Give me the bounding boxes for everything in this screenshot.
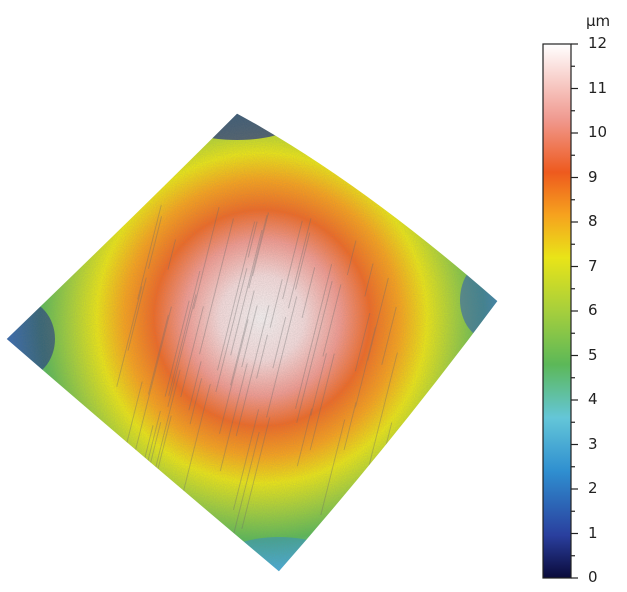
surface-scratch <box>151 369 181 484</box>
colorbar-tick-label: 6 <box>588 301 598 319</box>
colorbar-tick-label: 2 <box>588 479 598 497</box>
colorbar <box>542 43 578 579</box>
colorbar-tick-label: 12 <box>588 34 608 52</box>
surface-scratch <box>193 206 220 310</box>
surface-scratch <box>164 300 190 397</box>
surface-scratch <box>241 417 271 530</box>
surface-scratch <box>256 334 268 379</box>
surface-scratch <box>269 279 283 328</box>
surface-scratch <box>241 305 258 368</box>
surface-scratch <box>219 363 248 472</box>
surface-scratch <box>296 408 313 467</box>
surface-scratch <box>252 212 269 277</box>
colorbar-tick-label: 8 <box>588 212 598 230</box>
colorbar-tick-label: 0 <box>588 568 598 586</box>
surface-scratch <box>364 352 398 483</box>
colorbar-tick-label: 1 <box>588 523 598 542</box>
surface-scratch <box>295 263 333 409</box>
colorbar-tick-label: 11 <box>588 78 608 97</box>
surface-scratch <box>235 305 270 437</box>
surface-scratch <box>301 267 316 318</box>
surface-scratch <box>189 378 203 425</box>
colorbar-tick-label: 5 <box>588 345 598 364</box>
surface-scratch <box>167 239 177 270</box>
colorbar-tick-label: 10 <box>588 123 608 141</box>
surface-scratch <box>282 220 303 300</box>
surface-scratch <box>199 218 234 355</box>
surface-map <box>5 112 499 573</box>
colorbar-unit-label: µm <box>586 12 611 30</box>
surface-scratch <box>127 277 147 351</box>
surface-scratch <box>367 277 389 361</box>
colorbar-tick-label: 3 <box>588 434 598 453</box>
colorbar-gradient <box>542 43 572 579</box>
surface-scratch <box>310 353 327 416</box>
surface-scratch <box>230 229 263 356</box>
surface-scratch <box>215 268 248 393</box>
surface-scratch <box>233 409 260 510</box>
surface-scratch <box>266 296 298 418</box>
surface-scratch <box>343 402 357 450</box>
surface-scratch <box>346 240 357 276</box>
surface-scratch <box>248 215 268 289</box>
surface-scratch <box>137 204 162 300</box>
surface-scratch <box>116 286 143 387</box>
surface-scratch <box>230 290 255 386</box>
colorbar-tick-label: 4 <box>588 390 598 408</box>
surface-scratch <box>320 419 346 516</box>
surface-scratch <box>188 361 202 411</box>
surface-scratch <box>287 218 312 309</box>
surface-scratch <box>134 306 172 452</box>
colorbar-tick-label: 7 <box>588 256 598 275</box>
surface-scratch <box>381 306 397 365</box>
surface-scratch <box>167 294 197 407</box>
surface-scratch <box>147 314 169 395</box>
colorbar-tick-label: 9 <box>588 167 598 186</box>
surface-scratch <box>322 284 342 357</box>
surface-scratch <box>272 316 287 369</box>
surface-scratch <box>296 280 333 423</box>
surface-scratch <box>354 312 371 372</box>
surface-scratch <box>219 319 249 434</box>
surface-scratch <box>364 263 374 297</box>
surface-scratch <box>247 221 258 258</box>
surface-scratch <box>354 326 377 408</box>
surface-scratch <box>216 221 256 371</box>
surface-scratch <box>168 270 201 397</box>
surface-scratch <box>309 353 335 451</box>
surface-scratch <box>147 216 163 269</box>
surface-scratch <box>180 306 204 398</box>
surface-scratch <box>295 232 311 290</box>
